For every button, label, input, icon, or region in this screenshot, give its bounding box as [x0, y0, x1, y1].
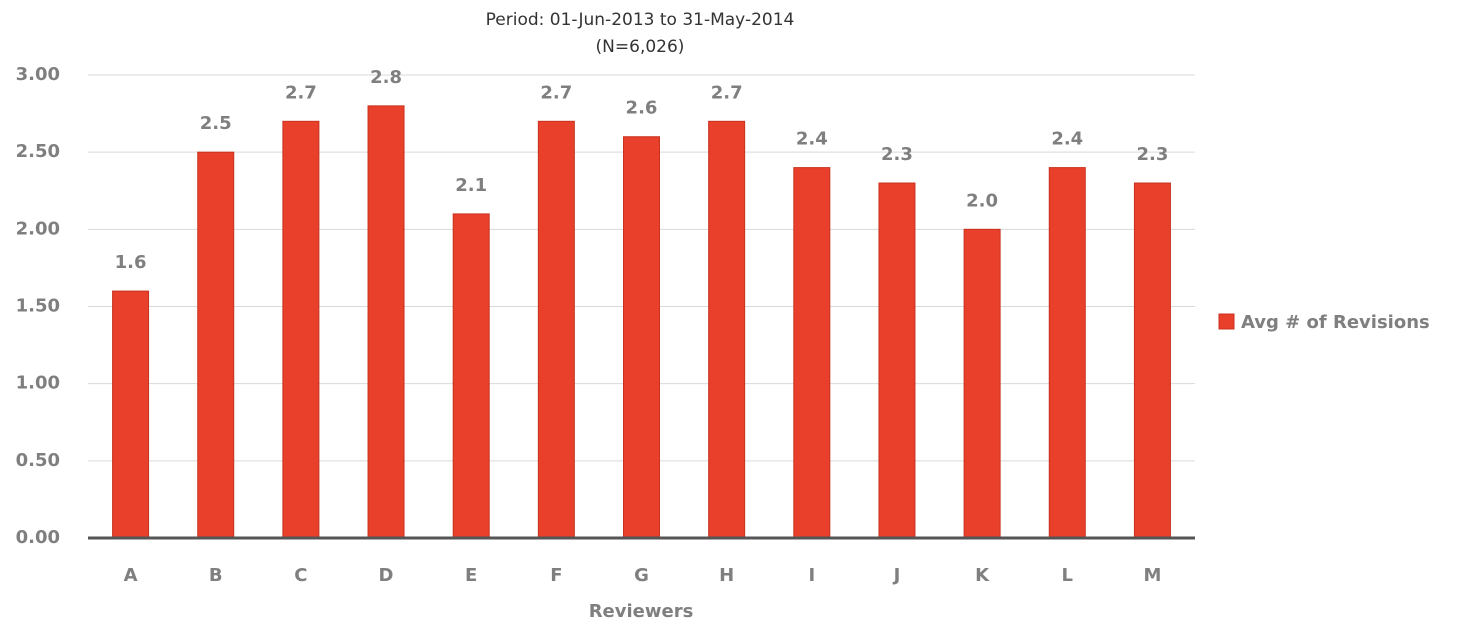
bar: [878, 182, 916, 539]
y-tick-label: 1.50: [16, 296, 60, 317]
bars: [112, 105, 1171, 539]
data-label: 2.0: [966, 190, 998, 211]
data-label: 2.7: [285, 82, 317, 103]
data-label: 2.8: [370, 67, 402, 88]
x-tick-label: D: [379, 565, 394, 586]
x-tick-label: C: [294, 565, 307, 586]
x-axis-label: Reviewers: [589, 601, 694, 622]
x-tick-label: G: [634, 565, 649, 586]
bar: [197, 151, 235, 539]
bar: [623, 136, 660, 539]
data-label: 2.1: [455, 175, 487, 196]
x-tick-label: K: [975, 565, 990, 586]
data-label: 2.7: [540, 82, 572, 103]
y-tick-label: 0.50: [16, 450, 60, 471]
data-label: 1.6: [115, 252, 147, 273]
bar: [1048, 167, 1086, 539]
data-label: 2.4: [1051, 129, 1083, 150]
bar: [452, 213, 490, 539]
y-tick-label: 1.00: [16, 373, 60, 394]
bar: [1133, 182, 1171, 539]
bar: [793, 167, 831, 539]
y-tick-label: 2.50: [16, 141, 60, 162]
data-label: 2.4: [796, 129, 828, 150]
x-tick-label: H: [719, 565, 734, 586]
x-tick-label: M: [1143, 565, 1161, 586]
x-tick-label: E: [465, 565, 477, 586]
chart-subtitle-n: (N=6,026): [596, 37, 685, 57]
data-label: 2.3: [1136, 144, 1168, 165]
x-tick-label: I: [808, 565, 815, 586]
data-label: 2.5: [200, 113, 232, 134]
x-tick-label: L: [1062, 565, 1073, 586]
x-tick-label: J: [892, 565, 901, 586]
bar: [367, 105, 405, 539]
data-label: 2.3: [881, 144, 913, 165]
bar: [112, 290, 150, 539]
y-tick-label: 0.00: [16, 527, 60, 548]
chart-subtitle: Period: 01-Jun-2013 to 31-May-2014: [486, 10, 795, 30]
bar: [537, 120, 575, 539]
x-tick-label: F: [550, 565, 562, 586]
bar: [708, 120, 746, 539]
legend-swatch: [1218, 313, 1235, 330]
y-tick-label: 2.00: [16, 218, 60, 239]
data-label: 2.6: [626, 98, 658, 119]
x-tick-label: B: [209, 565, 223, 586]
data-label: 2.7: [711, 82, 743, 103]
x-tick-label: A: [124, 565, 138, 586]
bar: [963, 228, 1001, 539]
legend-label: Avg # of Revisions: [1241, 312, 1430, 333]
y-tick-label: 3.00: [16, 64, 60, 85]
bar: [282, 120, 320, 539]
